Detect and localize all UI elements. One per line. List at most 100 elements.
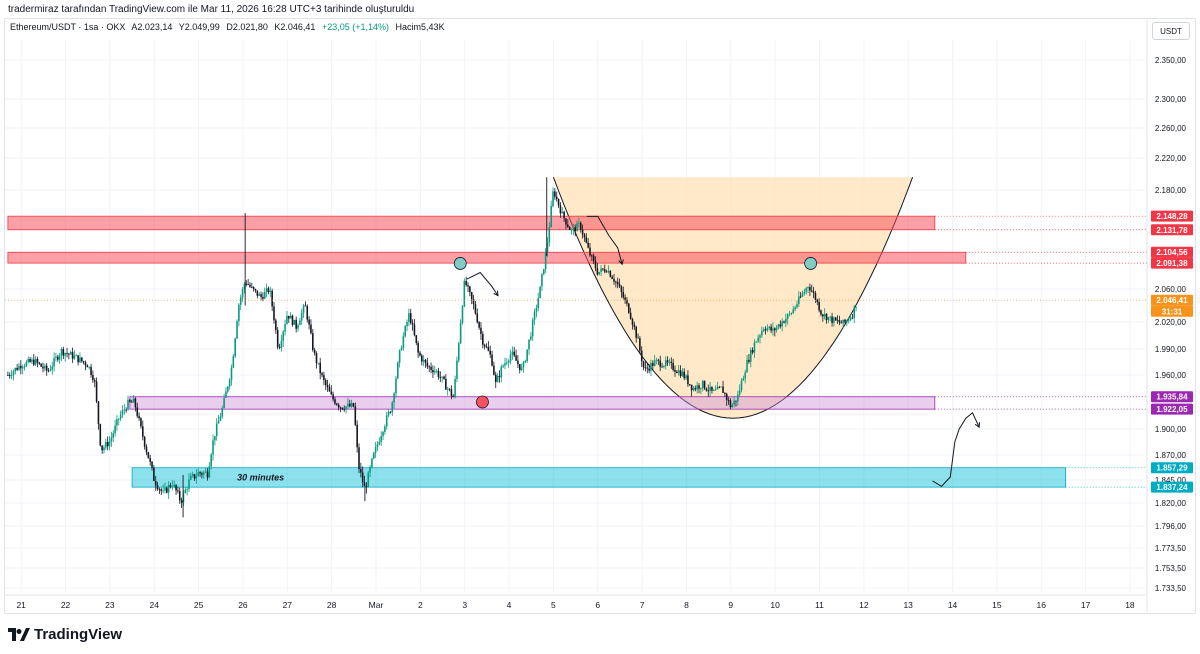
candle-body xyxy=(145,446,148,453)
candle-body xyxy=(567,224,569,227)
price-tick-label: 1.870,00 xyxy=(1155,451,1187,460)
candle-body xyxy=(530,336,532,340)
legend-symbol[interactable]: Ethereum/USDT · 1sa · OKX xyxy=(10,22,126,32)
candle-body xyxy=(141,426,144,437)
candle-body xyxy=(470,292,473,300)
candle-body xyxy=(86,365,89,368)
candle-body xyxy=(775,327,778,331)
candle-body xyxy=(280,341,283,348)
candle-body xyxy=(132,398,135,403)
candle-body xyxy=(518,364,521,370)
candle-body xyxy=(422,359,425,362)
pivot-marker[interactable] xyxy=(804,257,818,270)
candle-body xyxy=(10,375,13,377)
candle-body xyxy=(633,324,636,327)
support-zone-purple[interactable] xyxy=(129,396,936,410)
candle-body xyxy=(369,467,371,473)
candle-body xyxy=(99,424,102,446)
candle-body xyxy=(130,401,133,403)
candle-body xyxy=(225,391,227,398)
candle-body xyxy=(687,375,689,385)
candle-body xyxy=(629,312,632,319)
candle-body xyxy=(507,360,510,363)
legend-high: Y2.049,99 xyxy=(178,22,220,32)
candle-body xyxy=(550,206,552,228)
candle-body xyxy=(433,370,436,373)
candle-body xyxy=(393,393,395,403)
drawn-arrow xyxy=(586,215,623,265)
time-tick-label: 6 xyxy=(595,600,600,610)
candle-body xyxy=(106,441,109,447)
candle-body xyxy=(254,289,257,291)
time-tick-label: 9 xyxy=(728,600,733,610)
resistance-zone[interactable] xyxy=(7,251,967,264)
candle-body xyxy=(177,490,179,492)
candle-body xyxy=(376,444,379,447)
candle-body xyxy=(265,288,268,292)
candle-body xyxy=(75,355,78,357)
candle-body xyxy=(352,403,355,407)
candle-body xyxy=(685,375,687,379)
candle-body xyxy=(467,285,469,287)
candle-body xyxy=(489,350,492,355)
price-tick-label: 1.960,00 xyxy=(1155,371,1187,380)
candle-body xyxy=(818,302,820,311)
candle-body xyxy=(116,419,118,426)
candle-body xyxy=(454,378,456,398)
price-tick-label: 1.900,00 xyxy=(1155,425,1187,434)
time-tick-label: 27 xyxy=(283,600,293,610)
candle-body xyxy=(195,476,198,479)
candle-body xyxy=(66,353,68,354)
tradingview-logo[interactable]: TradingView xyxy=(8,626,122,643)
candle-body xyxy=(491,354,493,366)
candle-body xyxy=(180,500,183,503)
candle-body xyxy=(535,308,538,312)
pivot-marker[interactable] xyxy=(453,257,467,270)
candle-body xyxy=(341,407,344,410)
candle-body xyxy=(594,261,597,269)
candle-body xyxy=(652,363,654,366)
candle-body xyxy=(611,276,613,279)
candle-body xyxy=(609,270,612,277)
candle-body xyxy=(613,278,615,282)
candle-body xyxy=(374,446,377,453)
candle-body xyxy=(417,343,419,353)
candle-body xyxy=(356,424,358,448)
candle-body xyxy=(361,472,364,483)
candle-body xyxy=(202,472,205,475)
candle-body xyxy=(121,410,124,415)
candle-body xyxy=(792,309,795,314)
candle-body xyxy=(31,359,33,362)
candle-body xyxy=(840,322,843,324)
candle-body xyxy=(552,191,554,207)
candle-body xyxy=(799,296,802,298)
candle-body xyxy=(7,375,9,376)
candle-body xyxy=(574,227,577,232)
price-tick-label: 2.180,00 xyxy=(1155,186,1187,195)
candle-body xyxy=(657,359,660,361)
time-tick-label: 21 xyxy=(16,600,26,610)
drawn-arrow xyxy=(466,271,499,296)
candle-body xyxy=(40,363,42,367)
candle-body xyxy=(823,313,826,317)
candle-body xyxy=(295,319,297,329)
candle-body xyxy=(539,286,541,299)
time-tick-label: 16 xyxy=(1037,600,1047,610)
legend-open: A2.023,14 xyxy=(131,22,173,32)
candle-body xyxy=(733,400,735,405)
pivot-marker[interactable] xyxy=(476,395,489,409)
price-tick-label: 1.733,50 xyxy=(1155,584,1187,593)
candle-body xyxy=(698,385,700,389)
candle-body xyxy=(44,365,46,369)
resistance-zone[interactable] xyxy=(7,215,936,231)
candle-body xyxy=(703,380,706,389)
candle-body xyxy=(428,366,431,368)
cup-pattern-area xyxy=(553,177,913,419)
time-tick-label: 11 xyxy=(815,600,824,610)
currency-button[interactable]: USDT xyxy=(1152,22,1190,40)
support-zone-cyan[interactable] xyxy=(131,467,1067,488)
candle-body xyxy=(260,294,262,297)
candle-body xyxy=(328,387,331,392)
candle-body xyxy=(93,380,96,382)
